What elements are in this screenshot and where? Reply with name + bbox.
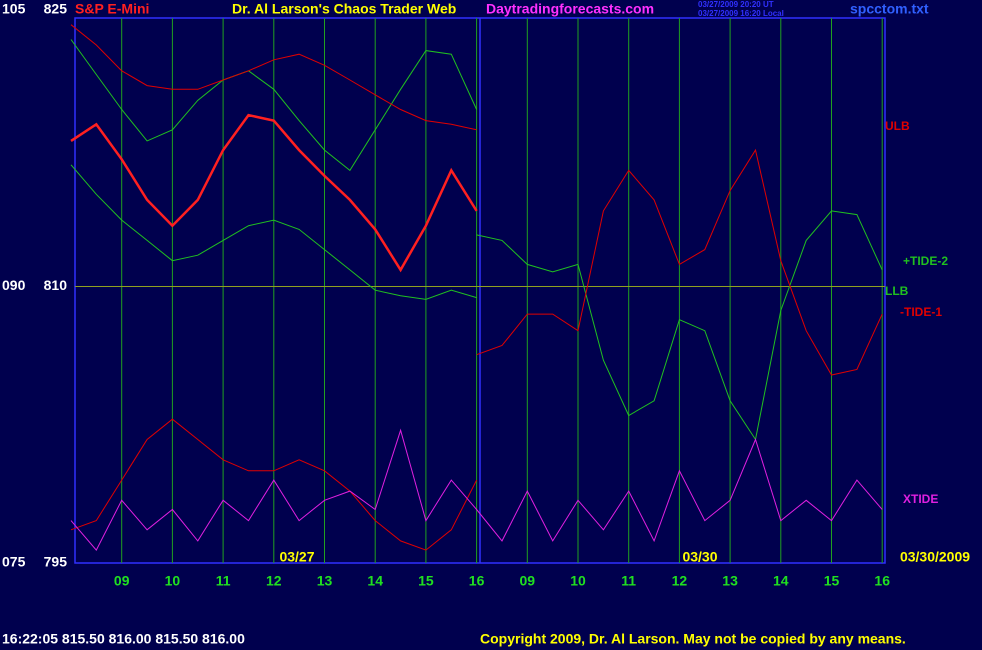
series-line — [70, 164, 477, 300]
y-tick-label: 795 — [44, 554, 68, 570]
x-tick-label: 10 — [570, 573, 586, 589]
x-tick-label: 13 — [722, 573, 738, 589]
file-name: spcctom.txt — [850, 1, 929, 17]
y2-tick-label: 075 — [2, 554, 26, 570]
x-tick-label: 16 — [874, 573, 890, 589]
x-tick-label: 15 — [418, 573, 434, 589]
legend-label: -TIDE-1 — [900, 305, 942, 319]
series-line — [70, 428, 883, 551]
x-tick-label: 12 — [266, 573, 282, 589]
quote: 16:22:05 815.50 816.00 815.50 816.00 — [2, 631, 245, 647]
series-line — [70, 418, 478, 551]
date-label: 03/27 — [279, 549, 314, 565]
series-line — [70, 24, 477, 131]
x-tick-label: 14 — [367, 573, 383, 589]
x-tick-label: 16 — [469, 573, 485, 589]
x-tick-label: 13 — [317, 573, 333, 589]
series-line — [70, 113, 478, 273]
series-line — [70, 39, 478, 172]
symbol: S&P E-Mini — [75, 1, 149, 17]
x-tick-label: 11 — [621, 573, 636, 589]
legend-label: ULB — [885, 119, 910, 133]
x-tick-label: 11 — [216, 573, 231, 589]
x-tick-label: 09 — [114, 573, 130, 589]
series-line — [476, 210, 883, 441]
x-tick-label: 15 — [824, 573, 840, 589]
y2-tick-label: 090 — [2, 277, 26, 293]
y-tick-label: 810 — [44, 277, 68, 293]
x-tick-label: 10 — [165, 573, 181, 589]
y2-tick-label: 105 — [2, 1, 26, 17]
y-tick-label: 825 — [44, 1, 68, 17]
date-label: 03/30 — [682, 549, 717, 565]
site: Daytradingforecasts.com — [486, 1, 654, 17]
legend-label: +TIDE-2 — [903, 254, 948, 268]
x-tick-label: 09 — [520, 573, 536, 589]
legend-label: LLB — [885, 284, 909, 298]
x-tick-label: 12 — [672, 573, 688, 589]
stamp: 03/27/2009 16:20 Local — [698, 9, 784, 18]
date-label: 03/30/2009 — [900, 549, 970, 565]
legend-label: XTIDE — [903, 492, 938, 506]
x-tick-label: 14 — [773, 573, 789, 589]
stamp: 03/27/2009 20:20 UT — [698, 0, 774, 9]
series-line — [476, 148, 883, 376]
title: Dr. Al Larson's Chaos Trader Web — [232, 1, 456, 17]
copyright: Copyright 2009, Dr. Al Larson. May not b… — [480, 631, 906, 647]
